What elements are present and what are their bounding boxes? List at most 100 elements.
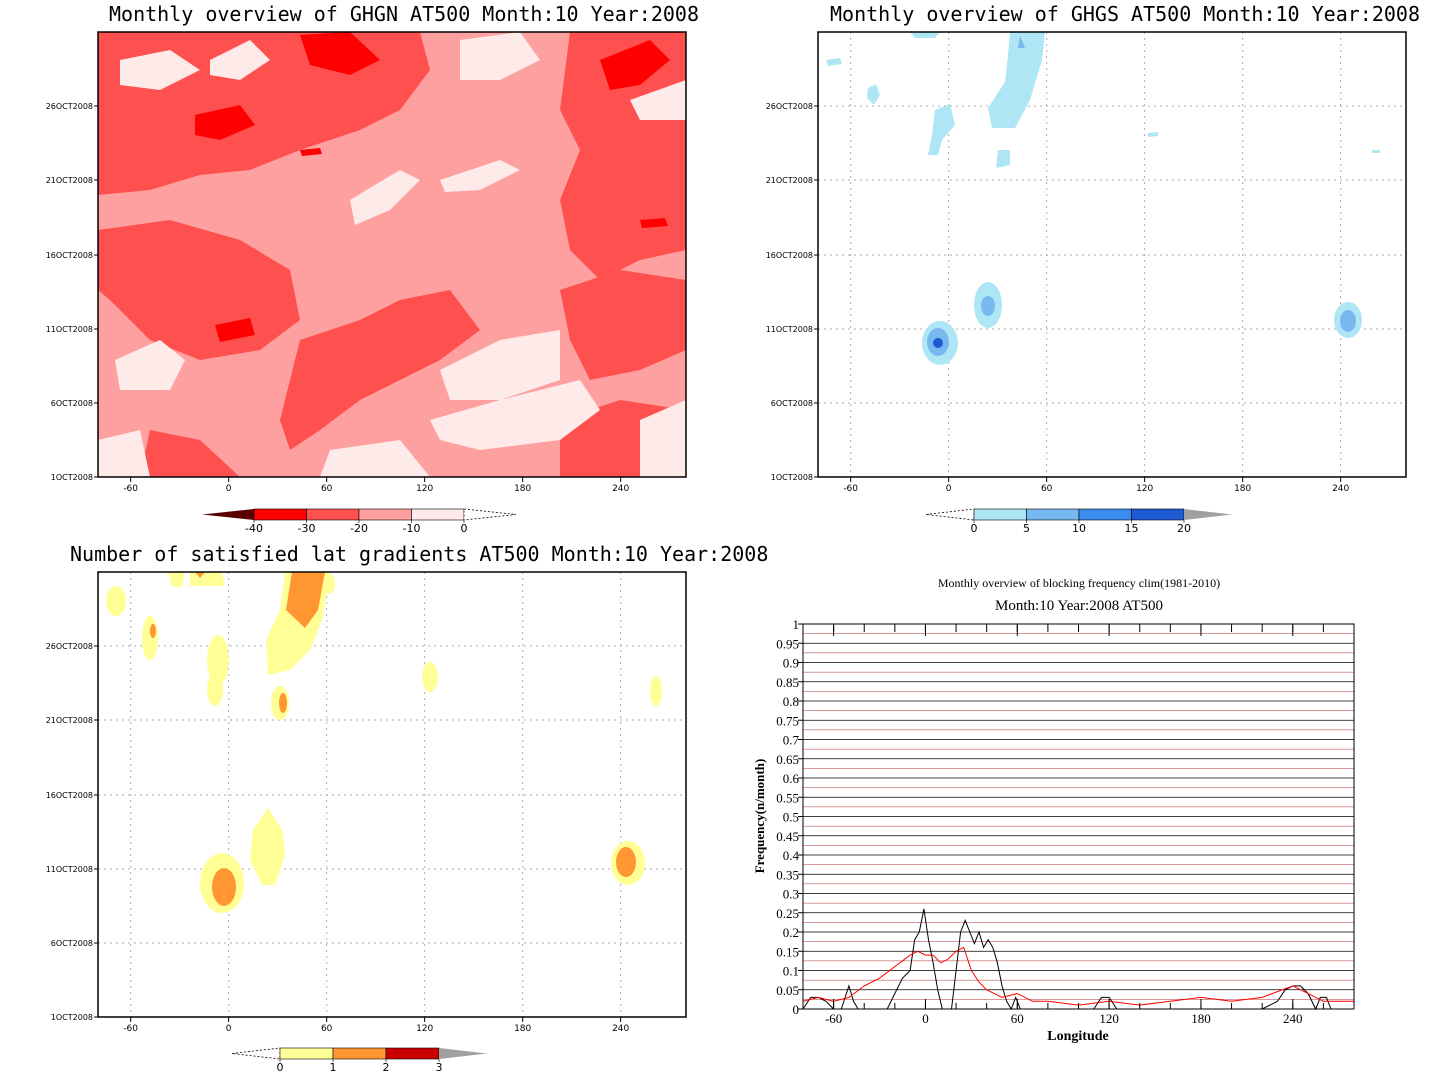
colorbar-label: 0 xyxy=(971,522,978,535)
blk-x-tick-label: 180 xyxy=(1191,1011,1211,1026)
colorbar-label: -40 xyxy=(245,522,263,535)
y-tick-label: 26OCT2008 xyxy=(46,102,93,111)
blk-y-tick-label: 0.7 xyxy=(783,733,800,748)
colorbar-label: -30 xyxy=(298,522,316,535)
blk-xlabel: Longitude xyxy=(1047,1029,1108,1044)
ghgn-panel: Monthly overview of GHGN AT500 Month:10 … xyxy=(0,0,720,545)
blocking-frequency-plot: -60 0 60 120 180 240 0 0.05 0.1 0.15 0.2 0.25 0.3 0.… xyxy=(752,617,1355,1044)
blk-y-tick-label: 0.55 xyxy=(776,790,799,805)
colorbar-label: 2 xyxy=(383,1061,390,1074)
lat-gradients-title: Number of satisfied lat gradients AT500 … xyxy=(70,542,769,566)
ghgn-plot: -60 0 60 120 180 240 26OCT2008 21OCT2008 16OCT2… xyxy=(46,31,687,535)
colorbar-swatch xyxy=(306,508,360,521)
blk-x-tick-label: 0 xyxy=(922,1011,929,1026)
x-tick-label: -60 xyxy=(123,1024,138,1034)
colorbar-end xyxy=(202,509,254,520)
blk-y-tick-label: 0.45 xyxy=(776,829,799,844)
blk-y-tick-label: 0.15 xyxy=(776,944,799,959)
colorbar-swatch xyxy=(358,508,412,521)
y-tick-label: 11OCT2008 xyxy=(766,325,813,334)
ghgs-grid xyxy=(818,32,1406,477)
lat-grid xyxy=(98,572,686,1017)
ghgs-title: Monthly overview of GHGS AT500 Month:10 … xyxy=(830,2,1421,26)
y-tick-label: 16OCT2008 xyxy=(766,251,813,260)
x-tick-label: 180 xyxy=(514,1024,531,1034)
y-tick-label: 21OCT2008 xyxy=(766,176,813,185)
x-tick-label: 0 xyxy=(226,1024,232,1034)
x-tick-label: 0 xyxy=(226,484,232,494)
colorbar-label: 1 xyxy=(330,1061,337,1074)
y-tick-label: 6OCT2008 xyxy=(51,939,93,948)
x-tick-label: 240 xyxy=(1332,484,1349,494)
blk-ylabel: Frequency(n/month) xyxy=(752,759,767,874)
y-tick-label: 6OCT2008 xyxy=(51,399,93,408)
x-tick-label: 0 xyxy=(946,484,952,494)
colorbar-swatch xyxy=(1026,508,1080,521)
blk-y-tick-label: 1 xyxy=(793,617,800,632)
colorbar-swatch xyxy=(411,508,465,521)
colorbar-label: 20 xyxy=(1177,522,1191,535)
x-tick-label: 240 xyxy=(612,484,629,494)
x-tick-label: 180 xyxy=(1234,484,1251,494)
blk-y-tick-label: 0.75 xyxy=(776,713,799,728)
y-tick-label: 21OCT2008 xyxy=(46,716,93,725)
blocking-frequency-panel: Monthly overview of blocking frequency c… xyxy=(720,540,1440,1091)
blk-y-tick-label: 0.9 xyxy=(783,656,799,671)
ghgs-panel: Monthly overview of GHGS AT500 Month:10 … xyxy=(720,0,1440,545)
ghgs-colorbar: 0 5 10 15 20 xyxy=(925,508,1232,535)
ghgn-colorbar: -40 -30 -20 -10 0 xyxy=(202,508,517,535)
colorbar-swatch xyxy=(279,1047,334,1060)
blk-y-tick-label: 0.95 xyxy=(776,636,799,651)
colorbar-label: 10 xyxy=(1072,522,1086,535)
blk-y-tick-label: 0 xyxy=(793,1002,800,1017)
colorbar-swatch xyxy=(1078,508,1132,521)
ghgs-field xyxy=(826,32,1380,365)
blocking-chart-title: Monthly overview of blocking frequency c… xyxy=(937,576,1221,590)
y-tick-label: 16OCT2008 xyxy=(46,251,93,260)
blk-y-tick-label: 0.3 xyxy=(783,887,799,902)
colorbar-end xyxy=(439,1048,487,1059)
series-line-1 xyxy=(802,946,1354,1006)
y-tick-label: 16OCT2008 xyxy=(46,791,93,800)
ghgn-field xyxy=(98,32,686,477)
colorbar-end xyxy=(925,508,975,521)
blk-y-tick-label: 0.5 xyxy=(783,810,799,825)
colorbar-label: -20 xyxy=(350,522,368,535)
colorbar-label: 5 xyxy=(1023,522,1030,535)
colorbar-label: 15 xyxy=(1125,522,1139,535)
blk-x-tick-label: 240 xyxy=(1283,1011,1303,1026)
y-tick-label: 6OCT2008 xyxy=(771,399,813,408)
colorbar-label: -10 xyxy=(403,522,421,535)
blk-x-tick-label: -60 xyxy=(825,1011,842,1026)
x-tick-label: 120 xyxy=(416,484,433,494)
x-tick-label: -60 xyxy=(123,484,138,494)
x-tick-label: 180 xyxy=(514,484,531,494)
x-tick-label: 240 xyxy=(612,1024,629,1034)
x-tick-label: 60 xyxy=(321,484,333,494)
y-tick-label: 11OCT2008 xyxy=(46,325,93,334)
x-tick-label: 120 xyxy=(1136,484,1153,494)
blk-grid xyxy=(803,633,1354,1000)
colorbar-swatch xyxy=(253,508,307,521)
x-tick-label: 60 xyxy=(1041,484,1053,494)
blk-y-tick-label: 0.2 xyxy=(783,925,799,940)
blk-y-tick-label: 0.35 xyxy=(776,867,799,882)
colorbar-label: 0 xyxy=(461,522,468,535)
y-tick-label: 1OCT2008 xyxy=(51,1013,93,1022)
colorbar-end xyxy=(463,508,517,521)
colorbar-end xyxy=(231,1047,281,1060)
blk-series xyxy=(802,908,1354,1011)
colorbar-swatch xyxy=(1131,508,1185,521)
colorbar-swatch xyxy=(332,1047,387,1060)
blk-y-tick-label: 0.85 xyxy=(776,675,799,690)
lat-colorbar: 0 1 2 3 xyxy=(231,1047,487,1074)
blk-y-tick-label: 0.25 xyxy=(776,906,799,921)
lat-field xyxy=(106,572,662,913)
ghgs-plot: -60 0 60 120 180 240 26OCT2008 21OCT2008 16OCT2… xyxy=(766,31,1407,535)
colorbar-label: 3 xyxy=(436,1061,443,1074)
blk-y-tick-label: 0.4 xyxy=(783,848,800,863)
blk-y-tick-label: 0.8 xyxy=(783,694,799,709)
ghgn-title: Monthly overview of GHGN AT500 Month:10 … xyxy=(109,2,700,26)
blk-y-tick-label: 0.65 xyxy=(776,752,799,767)
blk-x-tick-label: 120 xyxy=(1099,1011,1119,1026)
